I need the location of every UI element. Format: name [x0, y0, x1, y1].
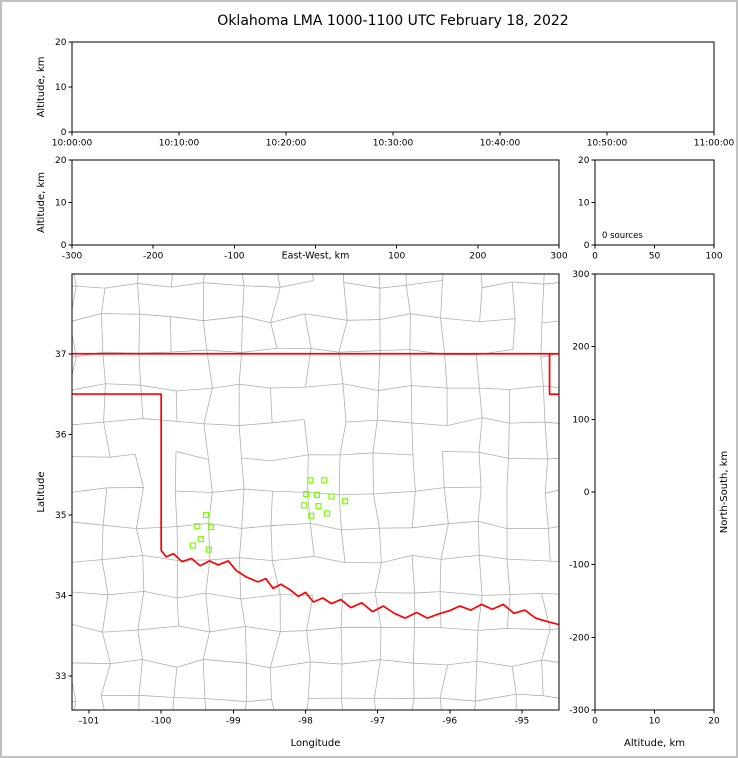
lma-station-marker — [308, 512, 315, 519]
x-tick-label: -96 — [442, 717, 457, 727]
x-tick-label: 300 — [550, 252, 567, 262]
lma-station-marker — [315, 503, 322, 510]
x-tick-label: -101 — [79, 717, 99, 727]
annotation-source-count: 0 sources — [602, 231, 643, 241]
map-layers — [72, 274, 559, 710]
y-tick-label: -100 — [569, 561, 590, 571]
lma-stations — [189, 477, 349, 553]
x-tick-label: 10:30:00 — [373, 139, 414, 149]
y-axis-label: Altitude, km — [36, 172, 47, 233]
x-tick-label: -200 — [143, 252, 164, 262]
y-tick-label: 300 — [572, 270, 589, 280]
y-tick-label: 0 — [584, 488, 590, 498]
x-axis-label: Longitude — [291, 738, 341, 749]
lma-station-marker — [300, 502, 308, 509]
y-tick-label: 200 — [572, 343, 589, 353]
x-tick-label: -97 — [370, 717, 385, 727]
x-tick-label: 10:50:00 — [587, 139, 628, 149]
y-tick-label: 100 — [572, 415, 589, 425]
x-tick-label: 10 — [649, 717, 661, 727]
altitude_histogram_panel: 0 50 100 0 10 20 0 sources — [578, 156, 723, 262]
y-tick-label: 33 — [55, 672, 66, 682]
x-tick-label: 10:40:00 — [480, 139, 521, 149]
y-axis-label: Altitude, km — [36, 57, 47, 118]
y-tick-label: -200 — [569, 633, 590, 643]
x-tick-label: 10:20:00 — [266, 139, 307, 149]
lma-station-marker — [189, 542, 197, 549]
x-tick-label: -100 — [151, 717, 172, 727]
panel-frame — [71, 159, 560, 246]
lma-station-marker — [307, 477, 314, 484]
y-tick-label: 0 — [61, 128, 67, 138]
y-tick-label: 20 — [578, 156, 590, 166]
x-tick-label: 50 — [649, 252, 661, 262]
lma-station-marker — [313, 491, 321, 498]
x-tick-label: 100 — [705, 252, 722, 262]
x-tick-label: 10:10:00 — [159, 139, 200, 149]
x-tick-label: 11:00:00 — [694, 139, 735, 149]
lma-station-marker — [207, 523, 215, 531]
y-tick-label: 0 — [584, 241, 590, 251]
x-tick-label: 10:00:00 — [52, 139, 93, 149]
x-tick-label: 100 — [388, 252, 405, 262]
panel-frame — [71, 41, 715, 133]
y-tick-label: 10 — [55, 83, 67, 93]
lma-station-marker — [328, 493, 335, 500]
x-tick-label: -300 — [62, 252, 83, 262]
plan_view_panel: -101 -100 -99 -98 -97 -96 -95 33 34 35 36 37 Longitu… — [36, 273, 560, 749]
x-tick-label: -100 — [224, 252, 245, 262]
y-tick-label: 10 — [578, 199, 590, 209]
county-boundaries — [72, 274, 559, 710]
east_west_panel: -300 -200 -100 100 200 300 0 10 20 East-West, km A… — [36, 156, 568, 262]
x-axis-label: Altitude, km — [624, 738, 685, 749]
y-tick-label: -300 — [569, 706, 590, 716]
lma-station-marker — [324, 510, 331, 517]
y-tick-label: 37 — [55, 350, 66, 360]
lma-station-marker — [197, 536, 204, 543]
y-tick-label: 35 — [55, 511, 66, 521]
lma-station-marker — [202, 511, 210, 519]
y-axis-label: North-South, km — [719, 451, 730, 534]
lma-station-marker — [321, 477, 328, 484]
figure-title: Oklahoma LMA 1000-1100 UTC February 18, … — [217, 13, 569, 29]
y-tick-label: 20 — [55, 156, 67, 166]
time_height_panel: 10:00:00 10:10:00 10:20:00 10:30:00 10:40:00… — [36, 38, 734, 149]
state-border — [72, 352, 559, 626]
lma-station-marker — [194, 523, 201, 530]
x-tick-label: -99 — [226, 717, 241, 727]
y-tick-label: 0 — [61, 241, 67, 251]
x-tick-label: -95 — [515, 717, 530, 727]
x-axis-label: East-West, km — [282, 251, 350, 262]
lma-station-marker — [205, 546, 212, 553]
y-tick-label: 20 — [55, 38, 67, 48]
x-tick-label: 0 — [592, 252, 598, 262]
x-tick-label: 200 — [469, 252, 486, 262]
lma-station-marker — [303, 490, 310, 498]
north_south_panel: 0 10 20 -300 -200 -100 0 100 200 300 Altitude, km N… — [569, 270, 730, 749]
x-tick-label: -98 — [298, 717, 313, 727]
y-tick-label: 36 — [55, 430, 67, 440]
x-tick-label: 20 — [708, 717, 720, 727]
y-tick-label: 10 — [55, 199, 67, 209]
y-axis-label: Latitude — [36, 471, 47, 512]
panel-frame — [594, 273, 715, 711]
x-tick-label: 0 — [592, 717, 598, 727]
panel-frame — [71, 273, 560, 711]
lma-station-marker — [342, 498, 349, 505]
y-tick-label: 34 — [55, 592, 67, 602]
